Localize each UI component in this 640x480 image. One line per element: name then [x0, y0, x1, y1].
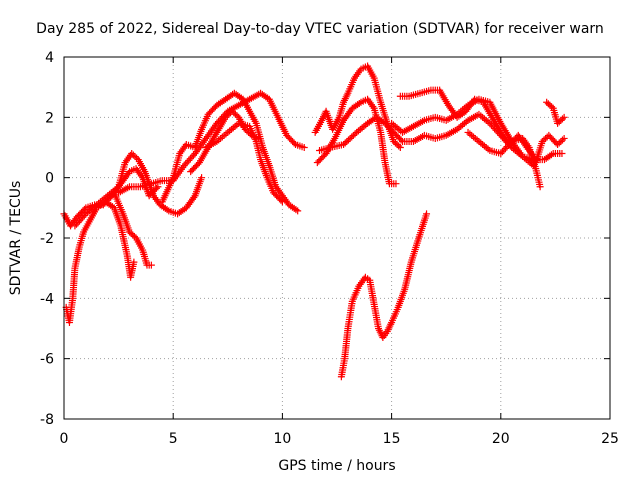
y-tick-label: 2: [45, 110, 54, 126]
x-tick-labels: 0 5 10 15 20 25: [60, 431, 619, 447]
series-arc-3: [71, 150, 206, 230]
plus-markers: [313, 95, 400, 188]
plus-markers: [187, 107, 262, 176]
y-tick-label: -2: [40, 231, 54, 247]
series-arc-5: [115, 89, 308, 197]
tick-marks: [63, 56, 611, 420]
series-arc-12: [388, 95, 538, 164]
plus-markers: [532, 131, 568, 167]
x-tick-label: 20: [492, 431, 510, 447]
y-tick-label: 4: [45, 50, 54, 66]
series-arc-8: [187, 107, 262, 176]
plus-markers: [388, 95, 538, 164]
plus-markers: [71, 150, 206, 230]
series-arc-6: [158, 89, 302, 215]
y-tick-label: -8: [40, 412, 54, 428]
x-tick-label: 25: [601, 431, 619, 447]
y-tick-label: 0: [45, 171, 54, 187]
x-tick-label: 5: [169, 431, 178, 447]
series-layer: [60, 62, 568, 381]
x-tick-label: 10: [273, 431, 291, 447]
y-axis-label: SDTVAR / TECUs: [8, 181, 24, 296]
y-tick-label: -6: [40, 352, 54, 368]
series-arc-10: [313, 95, 400, 188]
y-tick-label: -4: [40, 291, 54, 307]
y-tick-labels: -8 -6 -4 -2 0 2 4: [40, 50, 54, 428]
series-arc-16: [532, 131, 568, 167]
series-arc-4: [110, 189, 155, 269]
plus-markers: [337, 210, 431, 381]
x-tick-label: 15: [383, 431, 401, 447]
plus-markers: [158, 89, 302, 215]
x-axis-label: GPS time / hours: [278, 458, 395, 474]
x-tick-label: 0: [60, 431, 69, 447]
chart-title: Day 285 of 2022, Sidereal Day-to-day VTE…: [36, 21, 604, 37]
series-arc-17: [543, 98, 568, 127]
plus-markers: [110, 189, 155, 269]
plus-markers: [543, 98, 568, 127]
series-arc-14: [337, 210, 431, 381]
grid: [64, 57, 610, 419]
